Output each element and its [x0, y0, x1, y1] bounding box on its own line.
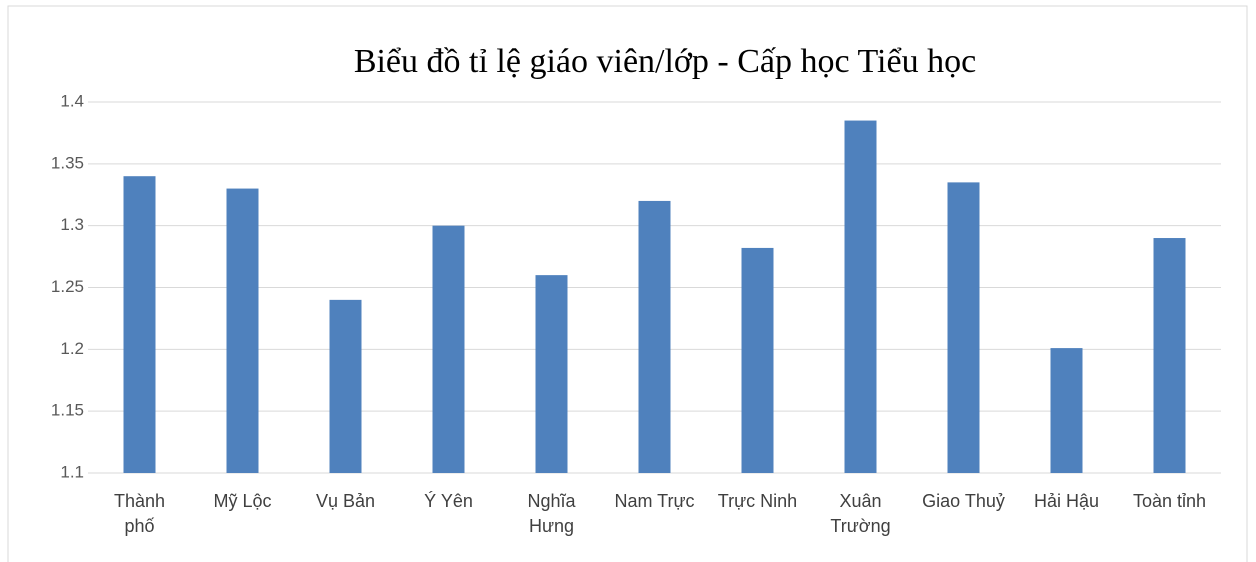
bar — [1153, 238, 1186, 473]
chart-title: Biểu đồ tỉ lệ giáo viên/lớp - Cấp học Ti… — [354, 43, 976, 80]
bar — [638, 200, 671, 473]
x-tick-label: Ý Yên — [424, 491, 473, 511]
y-tick-label: 1.35 — [51, 153, 84, 172]
x-tick-label: Vụ Bản — [315, 491, 376, 511]
x-tick-label: Giao Thuỷ — [922, 491, 1005, 511]
bar — [329, 299, 362, 473]
y-tick-label: 1.15 — [51, 401, 84, 420]
x-tick-label: Nghĩa Hưng — [527, 491, 576, 536]
bar — [432, 225, 465, 473]
y-tick-label: 1.4 — [60, 91, 84, 110]
bar — [226, 188, 259, 474]
bar — [844, 120, 877, 474]
chart-border — [7, 5, 1248, 562]
y-tick-label: 1.1 — [60, 462, 84, 481]
x-tick-label: Toàn tỉnh — [1132, 491, 1207, 511]
x-tick-label: Xuân Trường — [830, 491, 891, 536]
x-tick-label: Mỹ Lộc — [213, 491, 272, 511]
y-tick-label: 1.2 — [60, 339, 84, 358]
bar — [947, 182, 980, 473]
x-tick-label: Thành phố — [113, 491, 166, 536]
bar — [741, 247, 774, 473]
x-tick-label: Trực Ninh — [717, 491, 798, 511]
bar — [535, 275, 568, 473]
x-tick-label: Hải Hậu — [1033, 491, 1100, 511]
bar — [1050, 348, 1083, 473]
x-tick-label: Nam Trực — [614, 491, 695, 511]
bar — [123, 176, 156, 473]
y-tick-label: 1.25 — [51, 277, 84, 296]
y-tick-label: 1.3 — [60, 215, 84, 234]
